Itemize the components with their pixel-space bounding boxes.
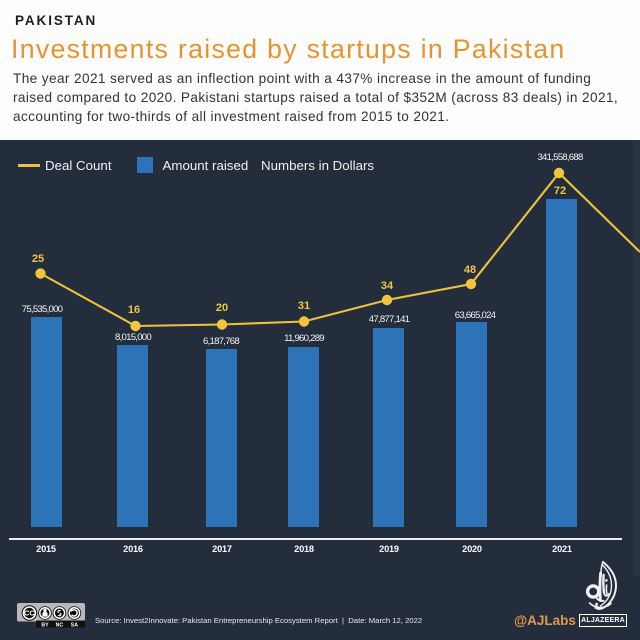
- svg-text:SA: SA: [71, 623, 78, 629]
- svg-text:CC: CC: [24, 609, 35, 618]
- svg-text:NC: NC: [56, 623, 64, 629]
- svg-text:BY: BY: [41, 623, 49, 629]
